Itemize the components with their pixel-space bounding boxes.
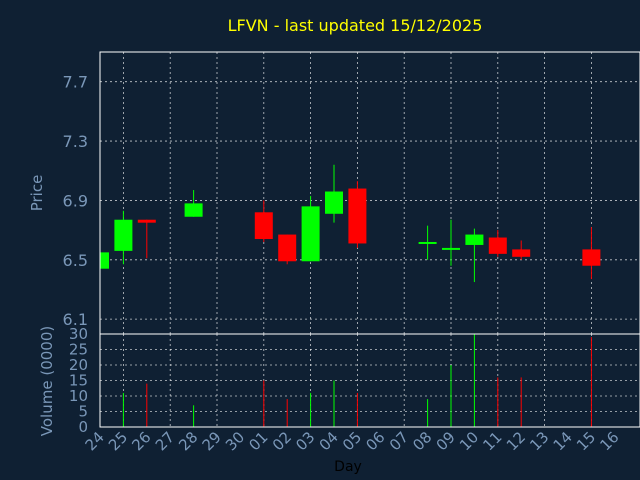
price-tick-label: 6.9 [63, 191, 88, 210]
candles [99, 164, 601, 283]
volume-tick-label: 0 [78, 418, 88, 436]
price-tick-label: 7.3 [63, 132, 88, 151]
candle-down [582, 249, 601, 266]
x-tick-label: 26 [128, 428, 154, 454]
candle-down [512, 249, 531, 257]
candle-up [114, 219, 133, 251]
x-tick-label: 27 [152, 428, 178, 454]
x-tick-label: 03 [292, 428, 318, 454]
x-tick-label: 08 [409, 428, 435, 454]
volume-tick-label: 10 [69, 387, 88, 405]
price-tick-label: 7.7 [63, 73, 88, 92]
x-tick-label: 12 [503, 428, 529, 454]
volume-tick-label: 15 [69, 372, 88, 390]
x-tick-label: 16 [596, 428, 622, 454]
volume-bars [122, 334, 592, 427]
x-tick-label: 10 [456, 428, 482, 454]
price-plot-frame [99, 51, 640, 335]
candle-up [442, 247, 460, 250]
price-tick-label: 6.5 [63, 251, 88, 270]
volume-tick-label: 5 [78, 403, 88, 421]
price-grid [100, 52, 640, 334]
x-tick-label: 06 [362, 428, 388, 454]
x-tick-label: 25 [105, 428, 131, 454]
x-tick-label: 14 [550, 428, 576, 454]
chart-title: LFVN - last updated 15/12/2025 [228, 16, 483, 35]
x-tick-label: 30 [222, 428, 248, 454]
candle-up [325, 191, 343, 214]
candle-up [418, 241, 437, 244]
price-panel: 6.1 6.5 6.9 7.3 7.7 Price [28, 51, 640, 335]
x-tick-label: 02 [269, 428, 295, 454]
candle-down [348, 188, 367, 244]
x-tick-label: 01 [245, 428, 271, 454]
x-ticks: 2425262728293001020304050607080910111213… [82, 428, 623, 454]
x-tick-label: 09 [433, 428, 459, 454]
x-tick-label: 07 [386, 428, 412, 454]
candle-up [301, 206, 320, 262]
price-axis-label: Price [28, 175, 46, 212]
candle-down [488, 237, 507, 254]
x-tick-label: 13 [526, 428, 552, 454]
volume-tick-label: 30 [69, 325, 88, 343]
candle-up [465, 234, 484, 245]
volume-axis-label: Volume (0000) [38, 326, 56, 436]
x-axis-label: Day [334, 459, 362, 475]
volume-plot-frame [99, 333, 640, 428]
x-tick-label: 11 [479, 428, 505, 454]
x-tick-label: 05 [339, 428, 365, 454]
candle-up [184, 203, 203, 217]
volume-tick-label: 25 [69, 341, 88, 359]
candle-down [278, 234, 297, 262]
price-tick-label: 6.1 [63, 310, 88, 329]
x-tick-label: 04 [316, 428, 342, 454]
price-y-ticks: 6.1 6.5 6.9 7.3 7.7 [63, 73, 88, 329]
x-tick-label: 15 [573, 428, 599, 454]
volume-grid [100, 333, 640, 428]
candle-down [137, 219, 156, 223]
x-tick-label: 28 [175, 428, 201, 454]
x-tick-label: 29 [199, 428, 225, 454]
candle-down [254, 212, 273, 240]
volume-tick-label: 20 [69, 356, 88, 374]
candle-up [100, 252, 109, 269]
